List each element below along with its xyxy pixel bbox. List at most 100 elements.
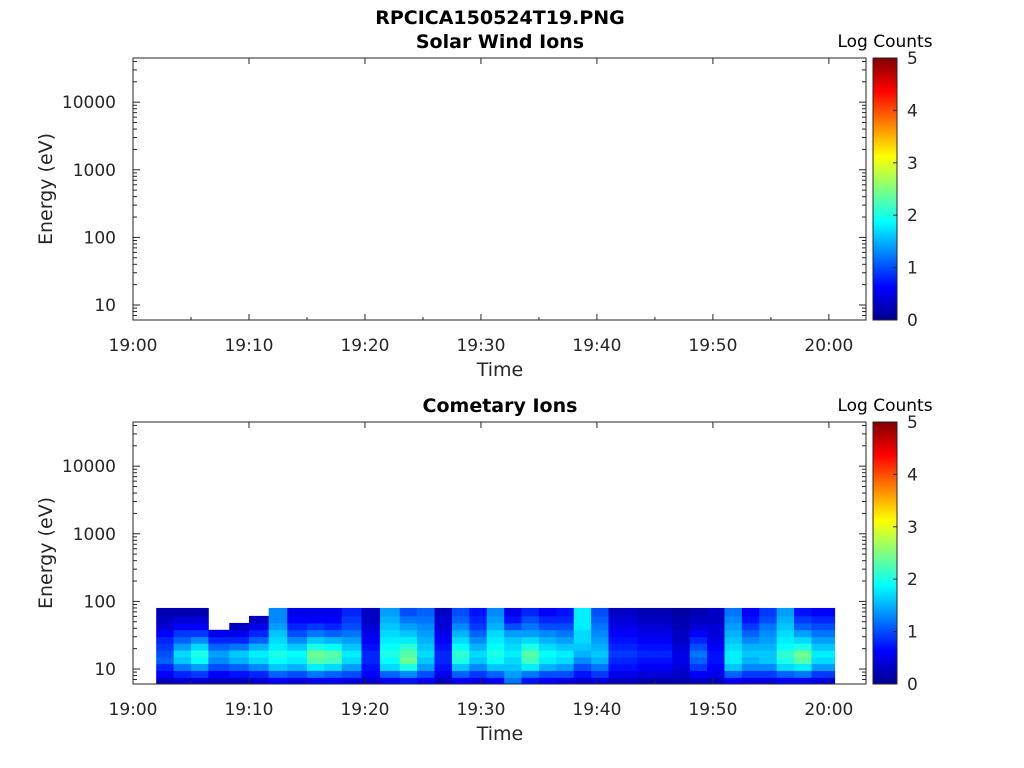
heatmap-cell [707,607,725,617]
heatmap-cell [724,663,743,671]
colorbar-tick-label: 1 [907,623,918,643]
heatmap-cell [324,677,343,685]
heatmap-cell [434,636,453,644]
x-tick-label: 19:30 [456,700,505,720]
heatmap-cell [156,650,174,658]
heatmap-cell [672,622,691,631]
heatmap-cell [451,670,470,678]
heatmap-cell [229,657,250,665]
heatmap-cell [556,615,575,624]
colorbar-tick-label: 5 [907,49,918,69]
heatmap-cell [556,650,575,658]
colorbar [872,421,898,685]
heatmap-cell [689,622,708,631]
heatmap-cell [173,622,192,631]
heatmap-cell [341,657,362,665]
heatmap-cell [573,677,592,685]
heatmap-cell [190,636,209,644]
heatmap-cell [434,650,453,658]
heatmap-cell [776,607,795,617]
heatmap-cell [469,607,488,617]
heatmap-cell [591,629,609,638]
heatmap-cell [637,629,673,638]
heatmap-cell [794,670,812,678]
heatmap-cell [469,657,488,665]
heatmap-cell [486,636,505,644]
heatmap-cell [573,629,592,638]
heatmap-cell [741,670,760,678]
heatmap-cell [741,607,760,617]
heatmap-cell [380,650,401,658]
heatmap-cell [248,663,270,671]
heatmap-cell [504,629,522,638]
heatmap-cell [229,650,250,658]
heatmap-cell [208,629,230,638]
heatmap-cell [268,663,288,671]
heatmap-cell [672,629,691,638]
heatmap-cell [306,607,325,617]
heatmap-cell [707,636,725,644]
heatmap-cell [248,650,270,658]
heatmap-cell [434,677,453,685]
heatmap-cell [776,657,795,665]
heatmap-cell [672,663,691,671]
heatmap-cell [229,677,250,685]
heatmap-cell [608,663,638,671]
heatmap-cell [361,670,381,678]
heatmap-cell [268,657,288,665]
colorbar-ticks: 0 1 2 3 4 5 [893,49,918,331]
heatmap-cell [399,663,418,671]
heatmap-cell [190,629,209,638]
x-axis-label: Time [476,723,524,745]
heatmap-cell [451,607,470,617]
heatmap-cell [417,629,435,638]
heatmap-cell [306,657,325,665]
colorbar-tick-label: 2 [907,206,918,226]
heatmap-cell [361,677,381,685]
colorbar-label: Log Counts [837,32,932,52]
heatmap-cell [591,615,609,624]
heatmap-cell [811,650,836,658]
heatmap-cell [794,615,812,624]
heatmap-cell [591,677,609,685]
heatmap-cell [811,657,836,665]
heatmap-cell [486,677,505,685]
heatmap-cell [380,622,401,631]
heatmap-cell [156,607,174,617]
heatmap-cell [741,629,760,638]
heatmap-cell [608,677,638,685]
heatmap-cell [306,663,325,671]
heatmap-cell [811,636,836,644]
heatmap-cell [248,677,270,685]
heatmap-cell [672,643,691,651]
heatmap-cell [689,650,708,658]
colorbar-tick-label: 0 [907,311,918,331]
y-axis-label: Energy (eV) [35,133,57,245]
heatmap-cell [268,650,288,658]
heatmap-cell [399,622,418,631]
heatmap-cell [689,670,708,678]
heatmap-cell [190,677,209,685]
heatmap-cell [486,663,505,671]
heatmap-cell [324,650,343,658]
heatmap-cell [306,622,325,631]
heatmap-cell [208,677,230,685]
heatmap-cell [811,677,836,685]
heatmap-cell [341,615,362,624]
heatmap-cell [504,615,522,624]
heatmap-cell [306,677,325,685]
heatmap-cell [469,636,488,644]
heatmap-cell [759,663,778,671]
heatmap-cell [794,629,812,638]
axes: 19:00 19:10 19:20 19:30 19:40 19:50 20:00 10 100… [62,422,866,720]
heatmap-cell [399,677,418,685]
heatmap-cell [399,643,418,651]
heatmap-cell [380,657,401,665]
heatmap-cell [556,677,575,685]
heatmap-cell [486,607,505,617]
heatmap-cell [794,636,812,644]
heatmap-cell [399,670,418,678]
heatmap-cell [776,677,795,685]
heatmap-cell [689,657,708,665]
